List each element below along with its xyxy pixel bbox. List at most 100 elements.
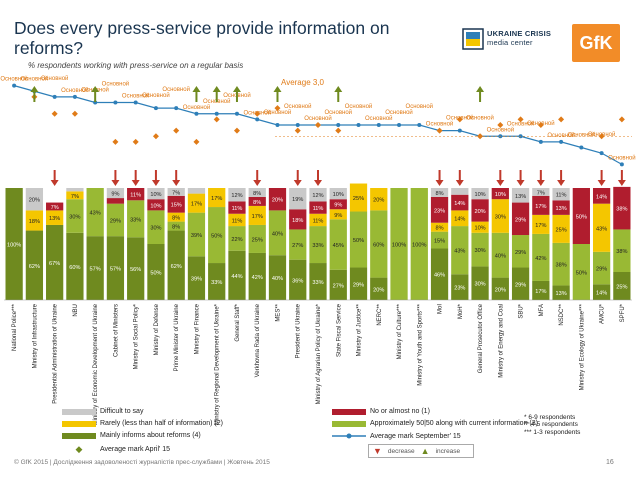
bar-segment — [228, 213, 246, 227]
bar-segment — [532, 280, 550, 300]
decrease-arrow-icon — [50, 170, 59, 186]
point-label: Основной — [385, 109, 413, 116]
data-label: 7% — [172, 190, 180, 196]
bar-segment — [167, 212, 185, 222]
category-label: MoH* — [458, 303, 464, 319]
point-label: Основной — [162, 86, 190, 93]
bar-segment — [552, 200, 570, 215]
increase-arrow-icon — [30, 86, 39, 102]
increase-arrow-icon — [192, 86, 201, 102]
average-april-point — [497, 122, 504, 128]
data-label: 40% — [495, 254, 506, 260]
data-label: 12% — [231, 193, 242, 199]
average-april-point — [618, 116, 625, 123]
legend-rarely: Rarely (less than half of information) (… — [62, 420, 223, 427]
data-label: 30% — [474, 282, 485, 288]
bar-segment — [592, 203, 611, 252]
category-label: Ministry of Culture*** — [397, 303, 403, 359]
increase-label: increase — [435, 447, 461, 455]
data-label: 17% — [535, 204, 546, 210]
point-label: Основной — [487, 126, 515, 133]
bar-segment — [511, 188, 530, 203]
average-april-point — [315, 122, 321, 128]
average-september-point — [194, 111, 199, 116]
data-label: 46% — [434, 273, 445, 279]
data-label: 30% — [150, 226, 161, 232]
bar-segment — [46, 202, 64, 211]
average-september-point — [619, 162, 624, 167]
average-april-point — [598, 133, 605, 140]
bar-segment — [430, 248, 449, 300]
bar-segment — [613, 186, 631, 230]
trend-legend-box: ▼ decrease ▲ increase — [368, 444, 474, 458]
average-september-point — [255, 117, 260, 122]
category-label: MES** — [275, 303, 281, 321]
bar-segment — [147, 188, 165, 200]
line-marker-icon — [332, 433, 366, 439]
legend-swatch-grey — [62, 408, 96, 415]
category-label: Ministry of Social Policy* — [134, 303, 140, 369]
category-label: President of Ukraine — [296, 303, 302, 358]
average-april-point — [233, 127, 240, 134]
data-label: 29% — [515, 250, 526, 256]
category-label: Ministry of Economic Development of Ukra… — [93, 303, 99, 425]
bar-segment — [268, 255, 287, 300]
category-label: NBU — [73, 304, 79, 317]
decrease-arrow-icon — [131, 170, 140, 186]
legend-label: Mainly informs about reforms (4) — [100, 432, 201, 439]
bar-segment — [106, 198, 125, 204]
data-label: 25% — [353, 196, 364, 202]
point-label: Основной — [102, 81, 130, 88]
average-april-point — [173, 127, 180, 134]
bar-segment — [309, 188, 327, 202]
legend-september: Average mark September' 15 — [332, 432, 461, 440]
bar-segment — [228, 226, 246, 251]
bar-segment — [208, 207, 226, 264]
data-label: 10% — [495, 192, 506, 198]
data-label: 20% — [29, 198, 40, 204]
data-label: 33% — [211, 280, 222, 286]
data-label: 40% — [272, 231, 283, 237]
bar-segment — [309, 213, 327, 227]
average-april-point — [51, 110, 58, 117]
point-label: Основной — [568, 132, 596, 139]
bar-segment — [268, 210, 287, 256]
average-september-point — [559, 139, 564, 144]
point-label: Основной — [0, 76, 28, 83]
page-title: Does every press-service provide informa… — [14, 18, 390, 58]
bar-segment — [66, 199, 84, 233]
category-label: State Fiscal Service — [336, 303, 342, 357]
data-label: 10% — [150, 203, 161, 209]
average-april-point — [193, 138, 200, 145]
increase-arrow-icon — [273, 86, 282, 102]
bar-segment — [390, 188, 408, 300]
ucmc-logo-subtitle: media center — [487, 38, 533, 47]
average-september-point — [72, 94, 77, 99]
data-label: 25% — [616, 285, 627, 291]
decrease-arrow-icon — [172, 170, 181, 186]
data-label: 38% — [616, 249, 627, 255]
bar-segment — [592, 251, 611, 285]
point-label: Основной — [345, 103, 373, 110]
legend-label: Average mark September' 15 — [370, 432, 461, 440]
bar-segment — [329, 209, 347, 220]
decrease-arrow-icon — [597, 170, 606, 186]
legend-mainly: Mainly informs about reforms (4) — [62, 432, 201, 439]
category-label: General Staff* — [235, 303, 241, 341]
note-line: ** 4-5 respondents — [524, 421, 578, 429]
data-label: 8% — [253, 191, 261, 197]
bar-segment — [228, 201, 246, 214]
data-label: 8% — [436, 226, 444, 232]
legend-no: No or almost no (1) — [332, 408, 430, 415]
average-september-point — [174, 106, 179, 111]
category-label: AMCU* — [600, 303, 606, 324]
point-label: Основной — [21, 75, 49, 82]
decrease-arrow-icon — [617, 170, 626, 186]
average-april-point — [213, 116, 220, 123]
bar-segment — [167, 230, 185, 300]
bar-segment — [451, 210, 469, 227]
average-september-point — [599, 151, 604, 156]
bar-segment — [167, 188, 185, 196]
point-label: Основной — [365, 115, 393, 122]
bar-segment — [248, 188, 266, 197]
